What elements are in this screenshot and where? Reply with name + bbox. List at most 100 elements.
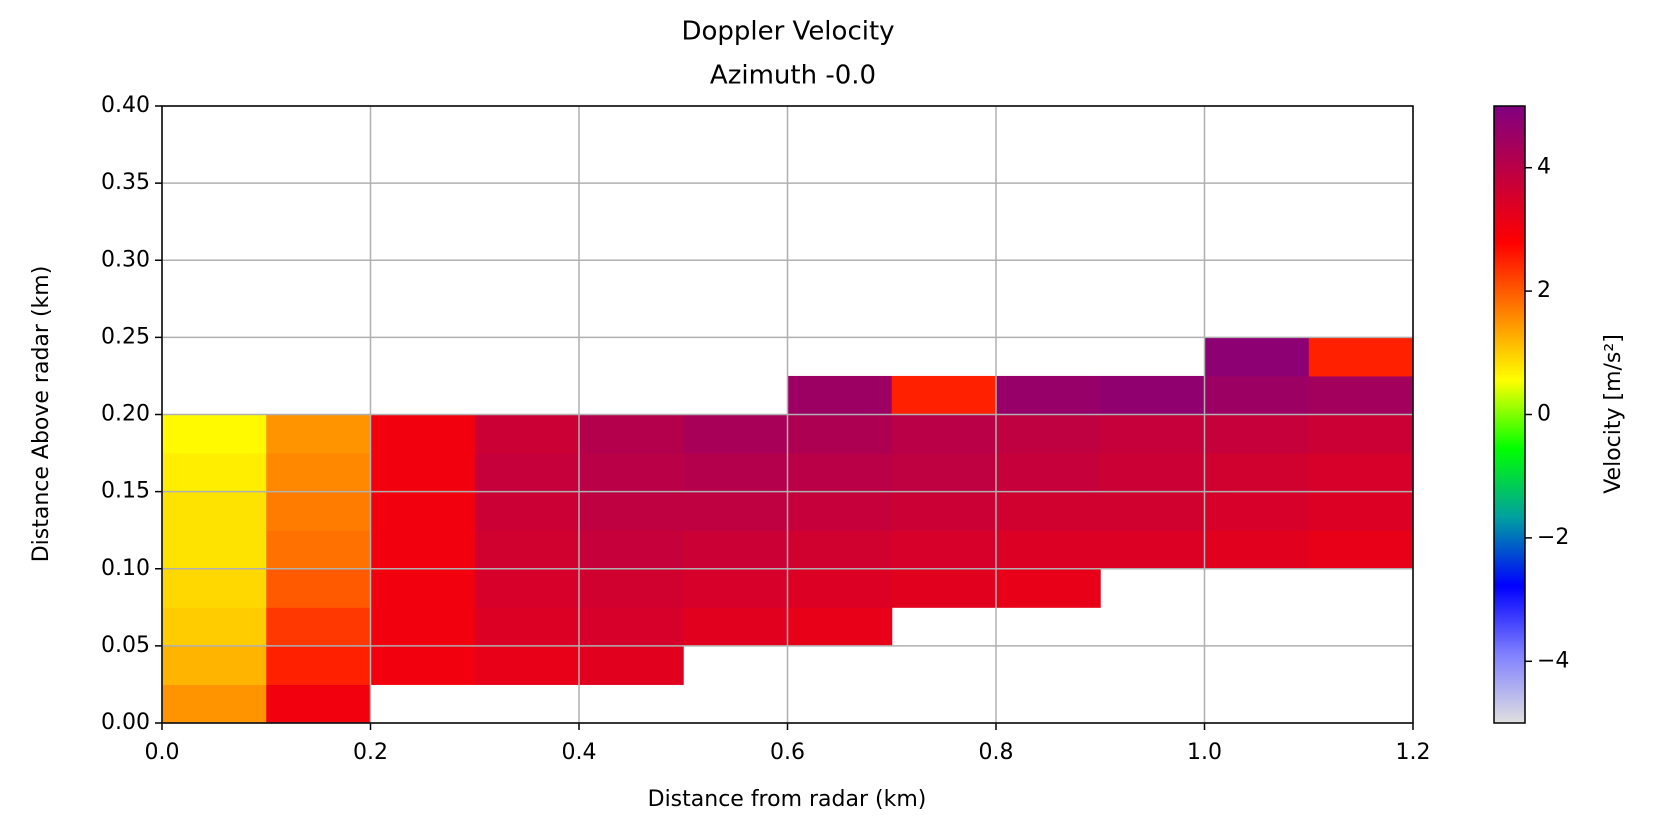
cell (1100, 453, 1205, 493)
cell (1204, 530, 1310, 570)
cell (266, 645, 371, 685)
cell (891, 414, 997, 454)
cell (787, 568, 893, 608)
cell (162, 607, 267, 647)
y-tick-label: 0.40 (101, 93, 150, 118)
cell (1100, 530, 1205, 570)
cell (683, 607, 788, 647)
cell (891, 491, 997, 531)
x-tick-label: 1.0 (1187, 740, 1222, 765)
cell (162, 568, 267, 608)
cell (787, 453, 893, 493)
cell (266, 414, 371, 454)
cell (1204, 375, 1310, 415)
cell (579, 530, 684, 570)
cell (683, 453, 788, 493)
cell (1204, 337, 1310, 377)
cell (683, 491, 788, 531)
cell (266, 568, 371, 608)
plot-frame (161, 105, 1414, 724)
cell (1100, 414, 1205, 454)
cell (162, 491, 267, 531)
cell (1204, 491, 1310, 531)
chart-subtitle: Azimuth -0.0 (710, 61, 876, 91)
cell (474, 530, 580, 570)
cell (1100, 491, 1205, 531)
x-axis-label: Distance from radar (km) (648, 787, 927, 812)
cell (474, 607, 580, 647)
y-tick-label: 0.35 (101, 170, 150, 195)
cell (162, 414, 267, 454)
x-tick-label: 0.8 (979, 740, 1014, 765)
cell (1308, 375, 1414, 415)
cell (370, 645, 476, 685)
x-tick-label: 1.2 (1396, 740, 1431, 765)
cell (891, 453, 997, 493)
colorbar-tick-label: 2 (1537, 278, 1551, 303)
x-tick-label: 0.4 (562, 740, 597, 765)
cell (579, 568, 684, 608)
colorbar (1493, 105, 1526, 724)
cell (162, 645, 267, 685)
y-axis-label: Distance Above radar (km) (29, 266, 54, 563)
cell (1308, 453, 1414, 493)
cell (266, 684, 371, 724)
cell (266, 491, 371, 531)
y-tick-label: 0.05 (101, 633, 150, 658)
cell (474, 645, 580, 685)
cell (787, 530, 893, 570)
y-tick-label: 0.20 (101, 402, 150, 427)
cell (1308, 414, 1414, 454)
colorbar-tick-label: 4 (1537, 155, 1551, 180)
cell (474, 414, 580, 454)
y-tick-label: 0.30 (101, 247, 150, 272)
y-tick-label: 0.25 (101, 324, 150, 349)
x-tick-label: 0.6 (770, 740, 805, 765)
x-tick-label: 0.2 (353, 740, 388, 765)
cell (579, 453, 684, 493)
cell (891, 375, 997, 415)
cell (370, 568, 476, 608)
y-tick-label: 0.00 (101, 710, 150, 735)
colorbar-label: Velocity [m/s²] (1601, 334, 1626, 494)
chart-title: Doppler Velocity (681, 17, 894, 47)
cell (266, 453, 371, 493)
cell (162, 530, 267, 570)
cell (1308, 337, 1414, 377)
cell (996, 530, 1101, 570)
cell (579, 645, 684, 685)
cell (891, 568, 997, 608)
cell (787, 375, 893, 415)
cell (266, 607, 371, 647)
cell (266, 530, 371, 570)
cell (996, 491, 1101, 531)
cell (996, 453, 1101, 493)
cell (996, 375, 1101, 415)
cell (162, 453, 267, 493)
cell (1204, 453, 1310, 493)
cell (1308, 530, 1414, 570)
cell (891, 530, 997, 570)
cell (996, 414, 1101, 454)
cell (579, 607, 684, 647)
cell (787, 607, 893, 647)
x-tick-label: 0.0 (145, 740, 180, 765)
cell (1100, 375, 1205, 415)
cell (787, 491, 893, 531)
cell (370, 607, 476, 647)
cell (683, 568, 788, 608)
cell (1308, 491, 1414, 531)
cell (474, 491, 580, 531)
y-tick-label: 0.15 (101, 479, 150, 504)
cell (579, 491, 684, 531)
cell (370, 530, 476, 570)
colorbar-tick-label: 0 (1537, 402, 1551, 427)
y-tick-label: 0.10 (101, 556, 150, 581)
cell (1204, 414, 1310, 454)
cell (683, 414, 788, 454)
cell (370, 453, 476, 493)
colorbar-tick-label: −4 (1537, 648, 1569, 673)
cell (370, 414, 476, 454)
cell (474, 568, 580, 608)
cell (474, 453, 580, 493)
